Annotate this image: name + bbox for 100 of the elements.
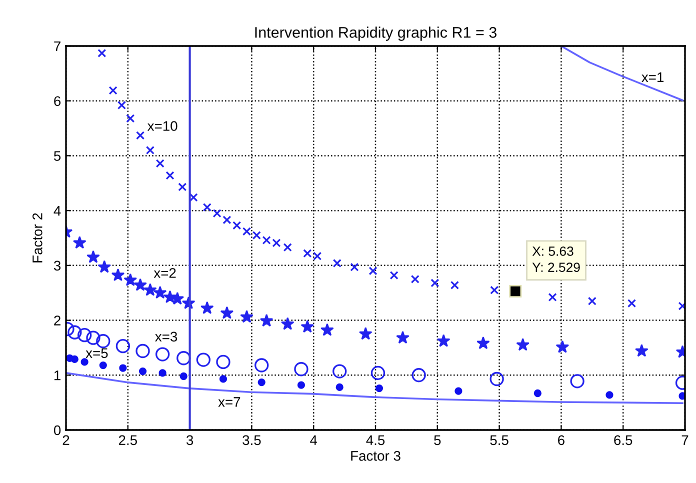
series-label: x=2	[154, 268, 176, 278]
point	[180, 372, 188, 380]
point	[144, 283, 157, 296]
point	[476, 336, 490, 350]
point	[332, 258, 342, 268]
series-label: x=10	[147, 121, 178, 131]
point	[588, 296, 596, 306]
point	[96, 334, 110, 348]
point	[99, 361, 107, 370]
series-label: x=7	[218, 397, 240, 407]
point	[272, 238, 281, 248]
series-label: x=5	[86, 348, 108, 358]
chart-title: Intervention Rapidity graphic R1 = 3	[255, 26, 496, 41]
point	[300, 320, 314, 333]
point	[350, 262, 359, 272]
point	[258, 378, 266, 386]
point	[606, 391, 614, 399]
point	[202, 202, 212, 212]
x-tick-label: 2.5	[118, 435, 137, 446]
point	[490, 372, 504, 386]
point	[68, 325, 82, 340]
x-tick-label: 6.5	[614, 435, 632, 446]
y-tick-label: 3	[54, 260, 61, 271]
point	[556, 340, 570, 353]
point	[111, 268, 125, 282]
point	[220, 306, 234, 319]
point	[396, 330, 410, 344]
point	[375, 384, 384, 392]
point	[219, 375, 228, 383]
point	[358, 327, 372, 340]
y-axis-title: Factor 2	[32, 213, 42, 262]
y-tick-label: 7	[54, 41, 60, 52]
point	[158, 369, 166, 377]
point	[412, 368, 426, 382]
y-tick-label: 0	[54, 425, 61, 436]
point	[254, 358, 269, 372]
point	[436, 334, 450, 347]
point	[450, 280, 460, 290]
y-tick-label: 6	[54, 96, 61, 106]
point	[534, 389, 542, 398]
point	[155, 347, 170, 362]
x-tick-label: 7	[682, 435, 688, 445]
point	[216, 354, 230, 370]
point	[548, 292, 557, 302]
x-tick-label: 2	[62, 435, 70, 445]
point	[370, 366, 386, 380]
point	[368, 266, 378, 276]
point	[200, 301, 214, 314]
point	[260, 314, 274, 327]
point	[98, 48, 106, 58]
x-axis-title: Factor 3	[351, 450, 400, 461]
x-tick-label: 5	[434, 435, 441, 446]
y-tick-label: 4	[54, 206, 61, 216]
point	[156, 159, 164, 168]
x-tick-label: 4	[310, 435, 318, 445]
point	[262, 236, 271, 244]
x-tick-label: 3	[186, 435, 194, 446]
point	[163, 290, 177, 303]
point	[232, 221, 242, 230]
point	[390, 270, 398, 280]
point	[222, 216, 232, 224]
point	[313, 252, 322, 260]
line-series	[560, 46, 684, 102]
point	[635, 344, 648, 357]
point	[178, 182, 187, 192]
x-tick-label: 5.5	[490, 435, 508, 446]
point	[98, 260, 112, 273]
point	[303, 249, 312, 258]
point	[134, 278, 147, 291]
point	[454, 387, 462, 395]
point	[70, 355, 78, 364]
point	[242, 227, 252, 236]
point	[108, 86, 118, 95]
point	[212, 209, 222, 218]
point	[336, 383, 344, 392]
point	[297, 381, 306, 389]
y-tick-label: 2	[54, 316, 60, 326]
point	[332, 364, 347, 378]
point	[119, 364, 127, 372]
point	[72, 236, 86, 249]
point	[138, 367, 147, 376]
point	[570, 374, 584, 388]
point	[136, 344, 150, 358]
series-label: x=1	[642, 72, 664, 82]
point	[86, 250, 100, 263]
point	[516, 338, 530, 351]
point	[410, 274, 420, 284]
point	[124, 273, 138, 286]
point	[176, 351, 191, 366]
point	[146, 146, 154, 155]
point	[490, 286, 499, 294]
point	[153, 286, 167, 299]
y-tick-label: 5	[54, 151, 61, 161]
point	[166, 171, 174, 180]
point	[283, 243, 292, 252]
point	[280, 317, 294, 330]
point	[627, 298, 636, 308]
x-tick-label: 3.5	[242, 435, 261, 446]
point	[678, 392, 685, 400]
point	[80, 358, 88, 366]
